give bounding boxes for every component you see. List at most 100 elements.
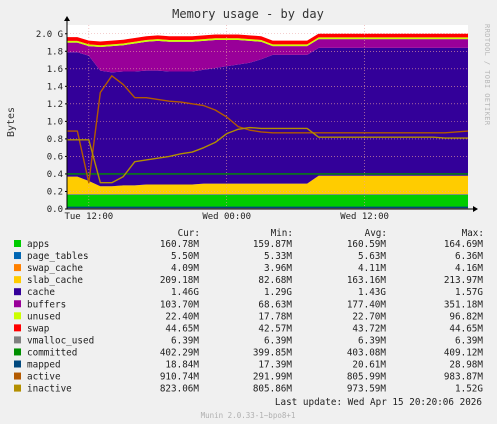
x-tick-label: Wed 12:00 bbox=[340, 212, 389, 222]
legend-value-min: 291.99M bbox=[253, 372, 293, 383]
legend-value-cur: 6.39M bbox=[171, 335, 199, 346]
legend-row-mapped: mapped 18.84M 17.39M 20.61M 28.98M bbox=[14, 360, 483, 371]
legend-label: swap bbox=[27, 323, 50, 334]
legend-value-max: 409.12M bbox=[444, 347, 484, 358]
legend-value-max: 164.69M bbox=[444, 239, 484, 250]
line-inactive bbox=[67, 126, 468, 184]
legend-value-avg: 4.11M bbox=[358, 263, 386, 274]
area-slab-cache bbox=[67, 175, 468, 195]
legend-value-min: 399.85M bbox=[253, 347, 293, 358]
legend-row-vmalloc-used: vmalloc_used 6.39M 6.39M 6.39M 6.39M bbox=[14, 335, 483, 346]
y-tick-label: 1.0 bbox=[47, 117, 63, 127]
legend-value-min: 82.68M bbox=[258, 275, 292, 286]
legend-header-cur: Cur: bbox=[178, 228, 200, 239]
legend-value-max: 1.57G bbox=[455, 287, 483, 298]
x-axis-arrow bbox=[473, 206, 478, 212]
legend-value-avg: 177.40M bbox=[347, 299, 387, 310]
legend-value-cur: 402.29M bbox=[160, 347, 200, 358]
legend-value-max: 6.39M bbox=[455, 335, 483, 346]
legend-swatch bbox=[14, 252, 21, 260]
y-tick-label: 1.4 bbox=[47, 82, 63, 92]
legend-value-avg: 20.61M bbox=[352, 360, 386, 371]
legend-swatch bbox=[14, 288, 21, 296]
legend-value-min: 17.78M bbox=[258, 311, 292, 322]
y-tick-label: 1.8 bbox=[47, 47, 63, 57]
y-tick-label: 1.6 bbox=[47, 65, 63, 75]
legend-value-avg: 5.63M bbox=[358, 251, 386, 262]
legend-value-cur: 823.06M bbox=[160, 384, 200, 395]
legend-label: vmalloc_used bbox=[27, 335, 94, 346]
legend-value-cur: 22.40M bbox=[165, 311, 199, 322]
legend-value-cur: 209.18M bbox=[160, 275, 200, 286]
area-cache bbox=[67, 47, 468, 187]
legend-row-slab-cache: slab_cache 209.18M 82.68M 163.16M 213.97M bbox=[14, 275, 483, 286]
y-tick-label: 2.0 G bbox=[36, 30, 63, 40]
legend-swatch bbox=[14, 276, 21, 284]
legend-label: committed bbox=[27, 347, 77, 358]
legend-swatch bbox=[14, 372, 21, 380]
legend-value-max: 351.18M bbox=[444, 299, 484, 310]
legend-value-max: 213.97M bbox=[444, 275, 484, 286]
legend-swatch bbox=[14, 312, 21, 320]
plot-area bbox=[64, 16, 478, 212]
legend-row-cache: cache 1.46G 1.29G 1.43G 1.57G bbox=[14, 287, 483, 298]
legend-value-avg: 1.43G bbox=[358, 287, 386, 298]
legend-value-cur: 1.46G bbox=[171, 287, 199, 298]
legend-value-cur: 44.65M bbox=[165, 323, 199, 334]
y-tick-label: 0.6 bbox=[47, 152, 63, 162]
y-tick-label: 0.4 bbox=[47, 170, 63, 180]
legend-value-cur: 910.74M bbox=[160, 372, 200, 383]
legend-label: active bbox=[27, 372, 61, 383]
legend-value-avg: 403.08M bbox=[347, 347, 387, 358]
legend-value-min: 805.86M bbox=[253, 384, 293, 395]
legend-label: inactive bbox=[27, 384, 72, 395]
legend-value-avg: 805.99M bbox=[347, 372, 387, 383]
legend-swatch bbox=[14, 300, 21, 308]
area-swap bbox=[67, 33, 468, 46]
rrdtool-credit: RRDTOOL / TOBI OETIKER bbox=[483, 24, 491, 126]
legend-swatch bbox=[14, 324, 21, 332]
legend-value-avg: 160.59M bbox=[347, 239, 387, 250]
y-tick-label: 0.0 bbox=[47, 205, 63, 215]
legend-value-min: 68.63M bbox=[258, 299, 292, 310]
legend-row-swap: swap 44.65M 42.57M 43.72M 44.65M bbox=[14, 323, 483, 334]
legend-value-max: 1.52G bbox=[455, 384, 483, 395]
area-buffers bbox=[67, 39, 468, 73]
legend-row-committed: committed 402.29M 399.85M 403.08M 409.12M bbox=[14, 347, 483, 358]
legend-value-max: 96.82M bbox=[449, 311, 483, 322]
legend-header-avg: Avg: bbox=[365, 228, 387, 239]
legend-header-max: Max: bbox=[462, 228, 484, 239]
legend-value-max: 4.16M bbox=[455, 263, 483, 274]
last-update: Last update: Wed Apr 15 20:20:06 2026 bbox=[275, 397, 482, 408]
y-axis-arrow bbox=[64, 16, 70, 21]
legend-value-cur: 18.84M bbox=[165, 360, 199, 371]
legend-swatch bbox=[14, 360, 21, 368]
legend-row-page-tables: page_tables 5.50M 5.33M 5.63M 6.36M bbox=[14, 251, 483, 262]
legend-row-buffers: buffers 103.70M 68.63M 177.40M 351.18M bbox=[14, 299, 483, 310]
area-apps bbox=[67, 194, 468, 209]
chart-title: Memory usage - by day bbox=[172, 7, 324, 21]
legend-header-min: Min: bbox=[271, 228, 293, 239]
legend-value-max: 44.65M bbox=[449, 323, 483, 334]
legend-value-avg: 973.59M bbox=[347, 384, 387, 395]
y-tick-label: 1.2 bbox=[47, 100, 63, 110]
legend-value-max: 6.36M bbox=[455, 251, 483, 262]
legend-label: unused bbox=[27, 311, 61, 322]
legend-value-min: 159.87M bbox=[253, 239, 293, 250]
legend-swatch bbox=[14, 348, 21, 356]
legend-value-avg: 6.39M bbox=[358, 335, 386, 346]
area-unused bbox=[67, 37, 468, 47]
legend-value-cur: 4.09M bbox=[171, 263, 199, 274]
x-tick-label: Wed 00:00 bbox=[202, 212, 251, 222]
legend-label: buffers bbox=[27, 299, 66, 310]
legend-value-cur: 160.78M bbox=[160, 239, 200, 250]
legend-value-avg: 43.72M bbox=[352, 323, 386, 334]
legend-swatch bbox=[14, 384, 21, 392]
line-active bbox=[67, 75, 469, 184]
legend-label: swap_cache bbox=[27, 263, 83, 274]
legend-swatch bbox=[14, 336, 21, 344]
x-tick-label: Tue 12:00 bbox=[64, 212, 113, 222]
legend-label: mapped bbox=[27, 360, 61, 371]
legend-label: cache bbox=[27, 287, 55, 298]
